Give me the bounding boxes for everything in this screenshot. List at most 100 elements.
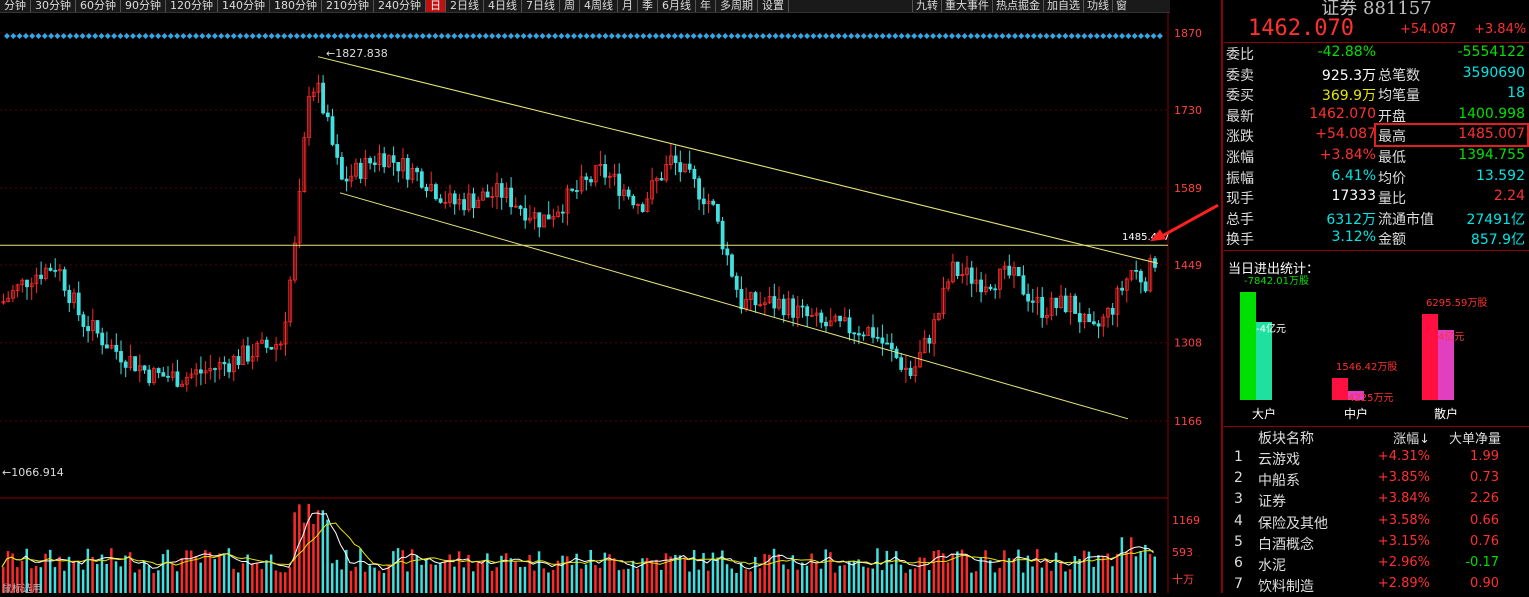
volume-bar: [979, 557, 983, 593]
candle-body: [415, 168, 420, 173]
period-tab[interactable]: 120分钟: [166, 0, 218, 12]
period-tab[interactable]: 180分钟: [270, 0, 322, 12]
period-tab[interactable]: 6月线: [658, 0, 696, 12]
candle-body: [1040, 296, 1045, 318]
tool-button[interactable]: 热点掘金: [992, 0, 1043, 12]
price-change: +54.087: [1400, 22, 1457, 37]
period-tab[interactable]: 日: [426, 0, 446, 12]
period-tab[interactable]: 60分钟: [76, 0, 121, 12]
signal-diamond: [898, 33, 905, 39]
sector-row[interactable]: 5 白酒概念 +3.15% 0.76: [1224, 534, 1529, 555]
volume-bar: [274, 570, 278, 593]
volume-bar: [923, 557, 926, 593]
period-tab[interactable]: 240分钟: [374, 0, 426, 12]
volume-bar: [96, 564, 99, 593]
period-tab[interactable]: 7日线: [522, 0, 560, 12]
sector-row[interactable]: 4 保险及其他 +3.58% 0.66: [1224, 513, 1529, 534]
quote-row: 振幅 6.41% 均价 13.592: [1224, 168, 1529, 189]
sector-header[interactable]: 板块名称 涨幅↓ 大单净量: [1224, 428, 1529, 449]
quote-row: 涨跌 +54.087 最高 1485.007: [1224, 126, 1529, 147]
quote-label: 总手: [1226, 211, 1254, 228]
volume-bar: [735, 572, 738, 593]
candle-body: [208, 368, 213, 372]
candle-body: [1012, 267, 1016, 276]
signal-diamond: [867, 33, 874, 39]
candle-body: [86, 326, 90, 332]
signal-diamond: [772, 33, 779, 39]
sector-row[interactable]: 7 饮料制造 +2.89% 0.90: [1224, 576, 1529, 597]
signal-diamond: [816, 33, 823, 39]
volume-bar: [561, 555, 564, 593]
period-tab[interactable]: 多周期: [716, 0, 758, 12]
period-tab[interactable]: 月: [618, 0, 638, 12]
header-change[interactable]: 涨幅↓: [1393, 432, 1430, 447]
sector-change: +4.31%: [1377, 449, 1430, 464]
sector-name: 云游戏: [1258, 452, 1300, 468]
sector-row[interactable]: 2 中船系 +3.85% 0.73: [1224, 470, 1529, 491]
signal-diamond: [634, 33, 640, 39]
volume-bar: [833, 572, 837, 593]
quote-label: 流通市值: [1378, 211, 1434, 228]
signal-diamond: [193, 33, 199, 39]
sector-row[interactable]: 1 云游戏 +4.31% 1.99: [1224, 449, 1529, 470]
period-tab[interactable]: 4周线: [580, 0, 618, 12]
candle-body: [744, 299, 748, 310]
tool-button[interactable]: 重大事件: [941, 0, 992, 12]
period-tab[interactable]: 设置: [758, 0, 789, 12]
tool-button[interactable]: 加自选: [1043, 0, 1083, 12]
signal-diamond: [526, 33, 533, 39]
tool-button[interactable]: 九转: [912, 0, 941, 12]
volume-bar: [598, 567, 602, 593]
sector-row[interactable]: 3 证券 +3.84% 2.26: [1224, 491, 1529, 512]
kline-chart[interactable]: 1870 1730 1589 1449 1308 1166 1169 593 十万 1485.47…: [0, 13, 1220, 593]
volume-bar: [692, 550, 696, 593]
sector-row[interactable]: 6 水泥 +2.96% -0.17: [1224, 555, 1529, 576]
candle-body: [772, 296, 777, 309]
candle-body: [161, 372, 166, 377]
period-tab[interactable]: 140分钟: [218, 0, 270, 12]
volume-bar: [354, 566, 357, 593]
candle-body: [777, 298, 781, 309]
candle-body: [593, 165, 598, 183]
period-tab[interactable]: 分钟: [0, 0, 31, 12]
period-tab[interactable]: 周: [560, 0, 580, 12]
candle-body: [335, 144, 340, 158]
period-tab[interactable]: 30分钟: [31, 0, 76, 12]
signal-diamond: [829, 33, 836, 39]
candle-body: [556, 211, 560, 217]
candle-body: [377, 153, 382, 165]
signal-diamond: [961, 33, 968, 39]
flow-group-name: 大户: [1252, 407, 1277, 421]
tool-button[interactable]: 窗: [1112, 0, 1130, 12]
signal-diamond: [923, 33, 930, 39]
signal-diamond: [237, 33, 244, 39]
tool-button[interactable]: 功线: [1083, 0, 1112, 12]
candle-body: [791, 298, 795, 318]
volume-bar: [772, 548, 776, 593]
candle-body: [457, 199, 462, 205]
signal-diamond: [785, 33, 792, 39]
candle-body: [480, 191, 485, 201]
quote-row: 委卖 925.3万 总笔数 3590690: [1224, 65, 1529, 86]
volume-bar: [1050, 570, 1053, 593]
candle-body: [133, 356, 138, 372]
signal-diamond: [1075, 33, 1081, 39]
period-tab[interactable]: 季: [638, 0, 658, 12]
period-tab[interactable]: 年: [696, 0, 716, 12]
header-net[interactable]: 大单净量: [1448, 432, 1501, 447]
candle-body: [560, 211, 565, 214]
volume-ma-line: [1, 522, 1154, 568]
volume-bar: [110, 548, 113, 593]
price-tick-label: 1308: [1174, 337, 1202, 350]
candle-body: [1143, 281, 1148, 292]
quote-label: 涨幅: [1226, 150, 1254, 166]
volume-bar: [194, 556, 198, 593]
signal-diamond: [596, 33, 603, 39]
period-tab[interactable]: 4日线: [484, 0, 522, 12]
period-tab[interactable]: 210分钟: [322, 0, 374, 12]
header-sector-name[interactable]: 板块名称: [1258, 431, 1314, 447]
flow-value-label: 4亿元: [1438, 332, 1465, 343]
period-tab[interactable]: 2日线: [446, 0, 484, 12]
period-tab[interactable]: 90分钟: [121, 0, 166, 12]
volume-bar: [227, 548, 231, 593]
